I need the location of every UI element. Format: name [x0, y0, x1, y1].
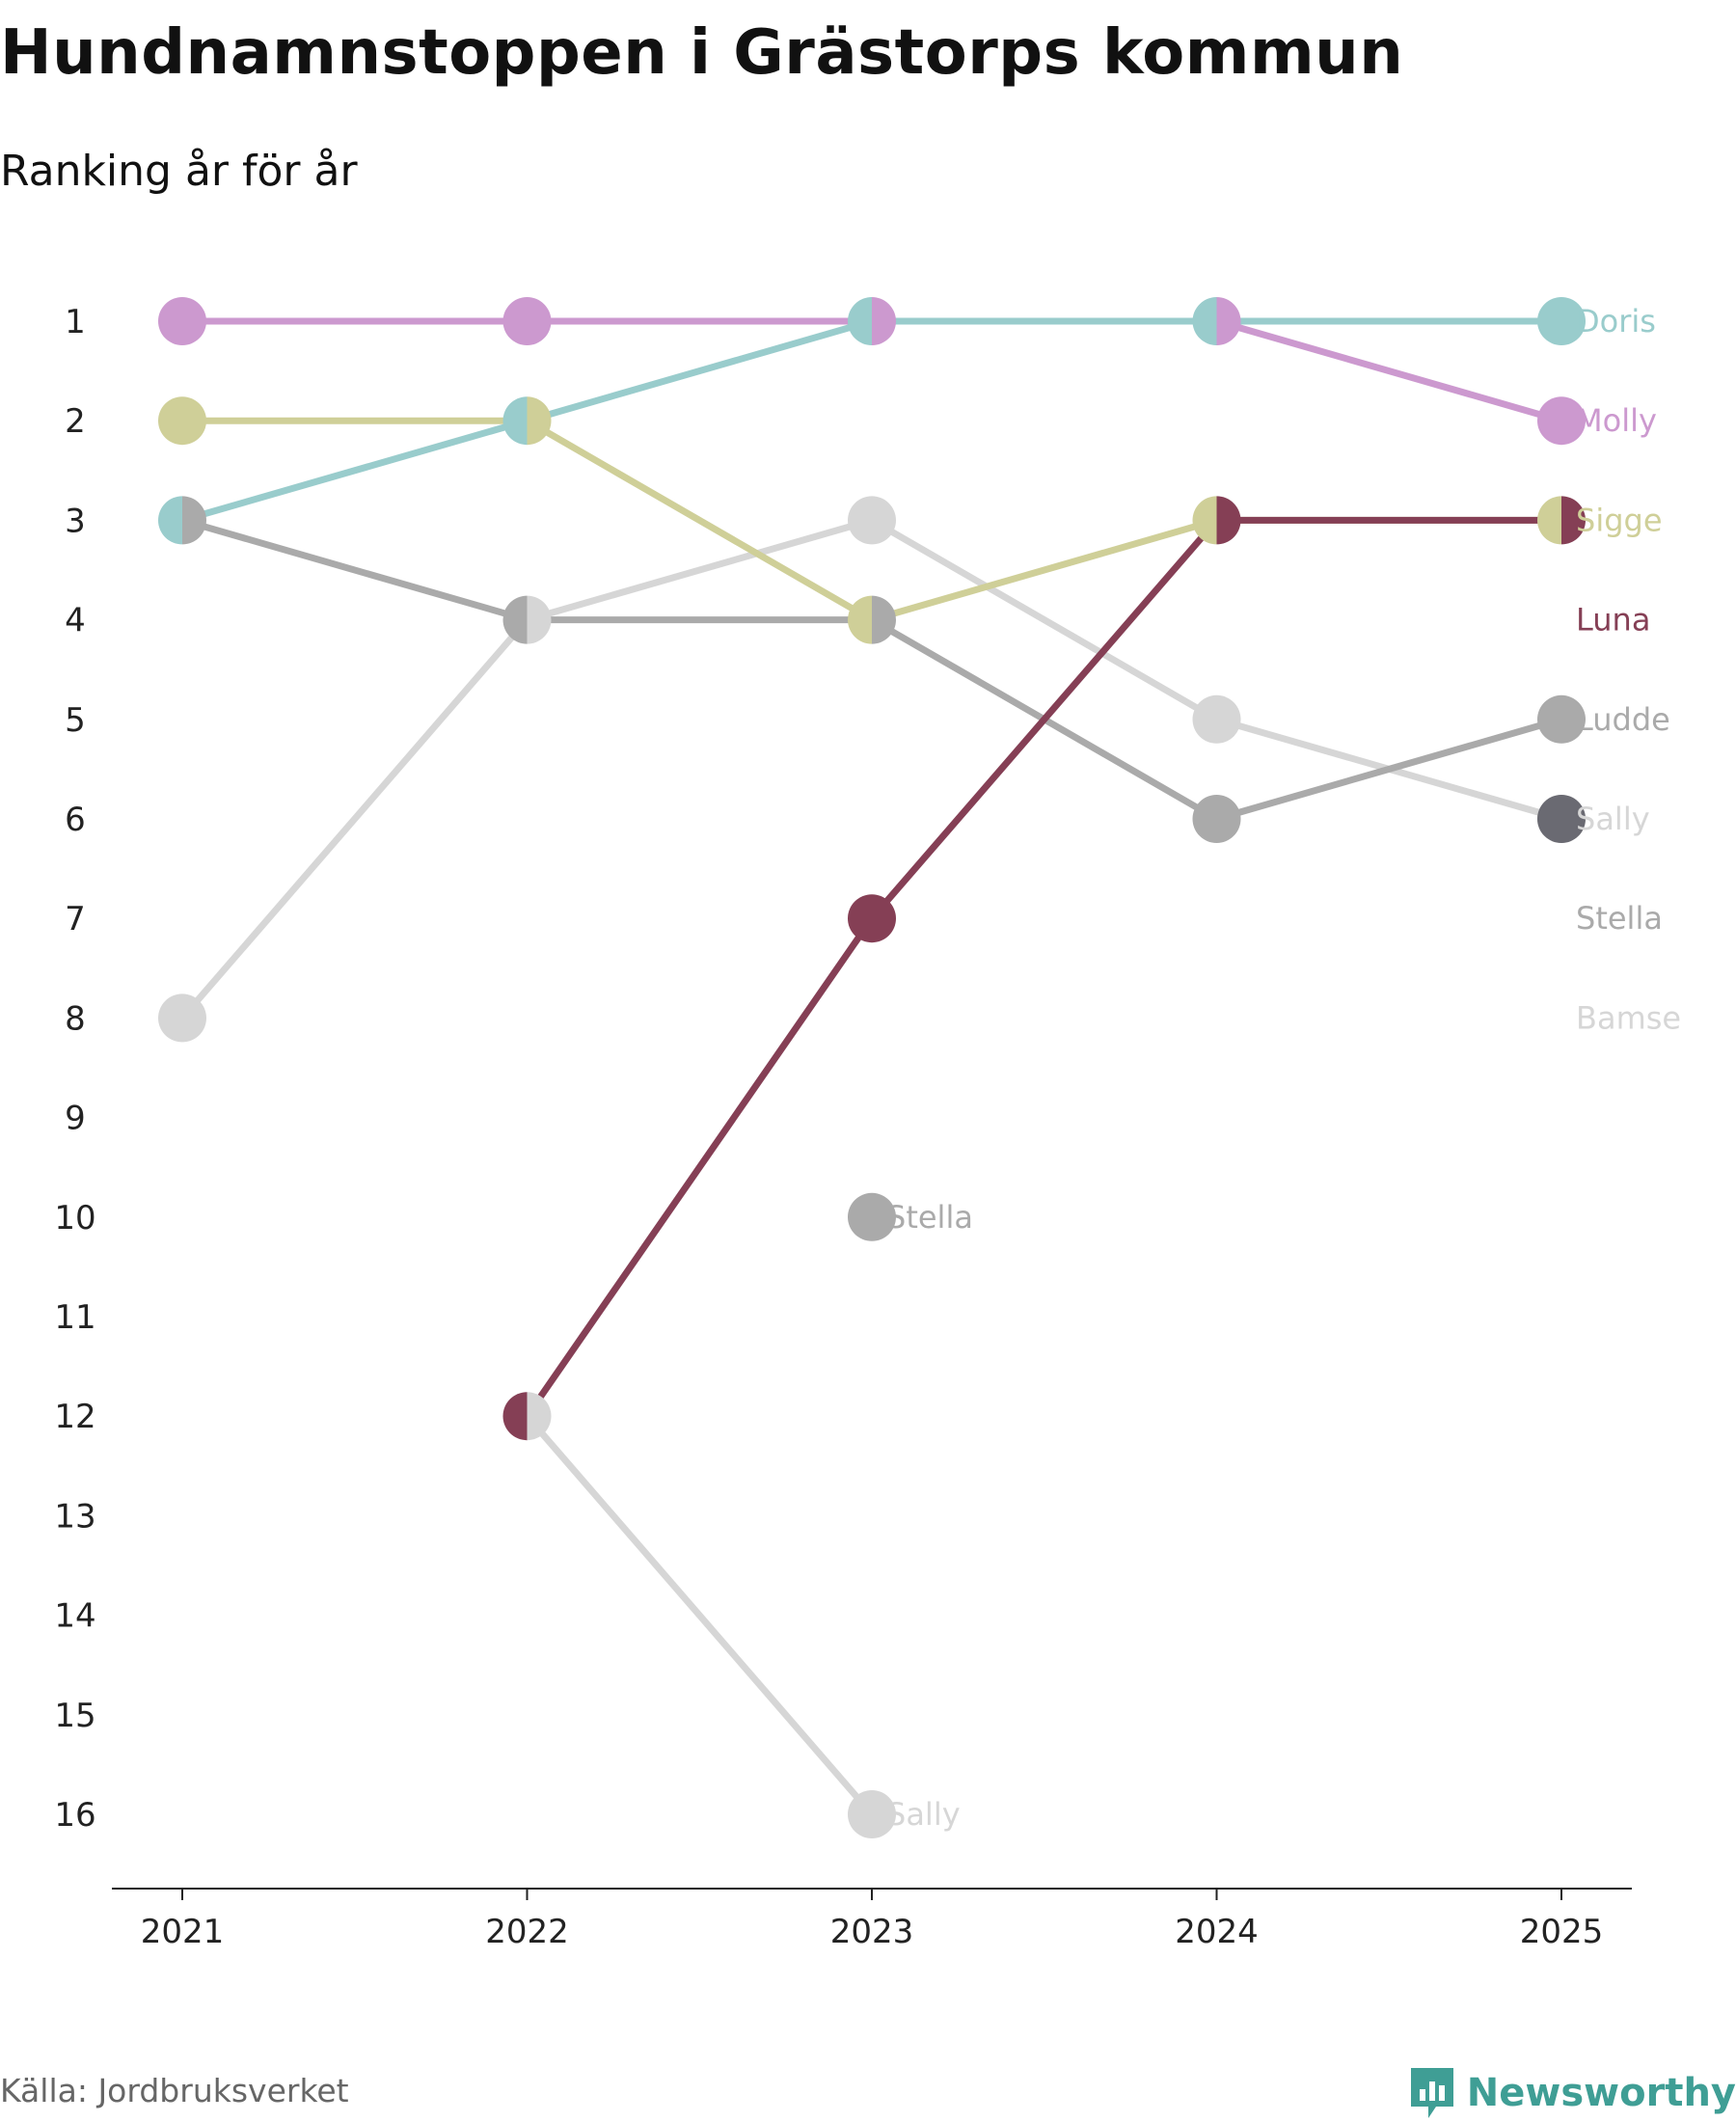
series-points: [158, 297, 1586, 1838]
split-point-left-half: [848, 595, 872, 644]
point-bamse-2024: [1192, 694, 1241, 744]
split-point-left-half: [502, 595, 528, 644]
series-line-doris-2021-2022: [178, 417, 530, 524]
chart-title: Hundnamnstoppen i Grästorps kommun: [0, 17, 1404, 89]
brand-logo[interactable]: Newsworthy: [1407, 2064, 1736, 2122]
y-tick-label-12: 12: [54, 1398, 95, 1436]
split-point-left-half: [502, 1392, 528, 1441]
series-line-sally-2022-2023: [524, 1412, 876, 1818]
series-line-luna-2022-2023: [524, 914, 876, 1420]
x-tick-label-2021: 2021: [141, 1913, 225, 1951]
series-line-bamse-2023-2024: [868, 516, 1220, 723]
point-bamse-2021: [158, 993, 206, 1043]
series-line-doris-2022-2023: [524, 317, 876, 424]
point-sigge-2021: [158, 396, 206, 446]
point-molly-2022: [502, 297, 552, 345]
end-label-molly: Molly: [1576, 402, 1657, 439]
point-bamse-2023: [848, 496, 896, 545]
y-tick-label-16: 16: [54, 1796, 95, 1835]
y-tick-label-9: 9: [65, 1100, 86, 1138]
split-point-right-half: [872, 297, 896, 345]
x-tick-label-2024: 2024: [1175, 1913, 1259, 1951]
point-molly-2021: [158, 297, 206, 345]
split-point-right-half: [872, 595, 896, 644]
y-tick-label-7: 7: [65, 900, 86, 939]
end-label-luna: Luna: [1576, 602, 1650, 639]
series-line-ludde-2021-2022: [178, 516, 530, 624]
split-point-right-half: [527, 396, 552, 446]
split-point-left-half: [1537, 496, 1561, 545]
y-tick-label-8: 8: [65, 999, 86, 1038]
point-molly-2025: [1537, 396, 1586, 446]
split-point-2022-rank-4: [502, 595, 552, 644]
point-extra-2025-rank-6: [1537, 795, 1586, 843]
split-point-2023-rank-4: [848, 595, 896, 644]
y-tick-label-4: 4: [65, 602, 86, 640]
point-ludde-2024: [1192, 795, 1241, 843]
point-luna-2023: [848, 894, 896, 943]
bump-chart: Doris Molly Sigge Luna Ludde Sally Stella Bamse…: [54, 297, 1681, 1951]
split-point-left-half: [1192, 297, 1217, 345]
y-tick-label-11: 11: [54, 1298, 95, 1337]
chart-subtitle: Ranking år för år: [0, 147, 358, 196]
series-lines: [178, 317, 1565, 1818]
end-label-stella: Stella: [1576, 900, 1663, 937]
y-tick-label-3: 3: [65, 502, 86, 540]
brand-name: Newsworthy: [1466, 2071, 1736, 2115]
series-line-sigge-2022-2023: [524, 417, 876, 624]
split-point-2025-rank-3: [1537, 496, 1586, 545]
series-line-sigge-2023-2024: [868, 516, 1220, 624]
split-point-2022-rank-12: [502, 1392, 552, 1441]
y-tick-label-14: 14: [54, 1597, 95, 1636]
split-point-2023-rank-1: [848, 297, 896, 345]
newsworthy-logo-icon: [1410, 2068, 1453, 2118]
split-point-left-half: [158, 496, 182, 545]
point-doris-2025: [1537, 297, 1586, 345]
split-point-right-half: [182, 496, 206, 545]
split-point-left-half: [1192, 496, 1217, 545]
split-point-2022-rank-2: [502, 396, 552, 446]
end-label-doris: Doris: [1576, 303, 1656, 340]
y-tick-label-13: 13: [54, 1497, 95, 1536]
y-tick-label-5: 5: [65, 701, 86, 740]
split-point-right-half: [1216, 297, 1241, 345]
split-point-2024-rank-3: [1192, 496, 1241, 545]
split-point-left-half: [502, 396, 528, 446]
point-stella-2023: [848, 1192, 896, 1241]
split-point-right-half: [527, 595, 552, 644]
y-tick-label-2: 2: [65, 402, 86, 441]
split-point-2024-rank-1: [1192, 297, 1241, 345]
x-tick-label-2025: 2025: [1520, 1913, 1604, 1951]
series-labels: Doris Molly Sigge Luna Ludde Sally Stella Bamse…: [886, 303, 1681, 1833]
series-line-bamse-2021-2022: [178, 616, 530, 1021]
end-label-sally: Sally: [1576, 801, 1650, 837]
split-point-right-half: [1561, 496, 1586, 545]
x-tick-label-2022: 2022: [485, 1913, 569, 1951]
source-note: Källa: Jordbruksverket: [0, 2072, 349, 2109]
point-ludde-2025: [1537, 694, 1586, 744]
y-tick-label-1: 1: [65, 303, 86, 341]
end-label-sigge: Sigge: [1576, 502, 1663, 538]
point-sally-2023: [848, 1790, 896, 1838]
end-label-bamse: Bamse: [1576, 999, 1681, 1036]
series-line-ludde-2024-2025: [1213, 716, 1565, 823]
series-line-luna-2023-2024: [868, 516, 1220, 922]
split-point-left-half: [848, 297, 872, 345]
y-tick-label-6: 6: [65, 801, 86, 839]
series-line-molly-2024-2025: [1213, 317, 1565, 424]
y-tick-label-10: 10: [54, 1199, 95, 1238]
end-label-ludde: Ludde: [1576, 701, 1670, 738]
inline-label-sally-2023: Sally: [886, 1796, 961, 1833]
series-line-bamse-2022-2023: [524, 516, 876, 624]
split-point-2021-rank-3: [158, 496, 206, 545]
split-point-right-half: [527, 1392, 552, 1441]
inline-label-stella-2023: Stella: [886, 1199, 973, 1236]
x-tick-label-2023: 2023: [830, 1913, 914, 1951]
split-point-right-half: [1216, 496, 1241, 545]
y-tick-label-15: 15: [54, 1697, 95, 1735]
